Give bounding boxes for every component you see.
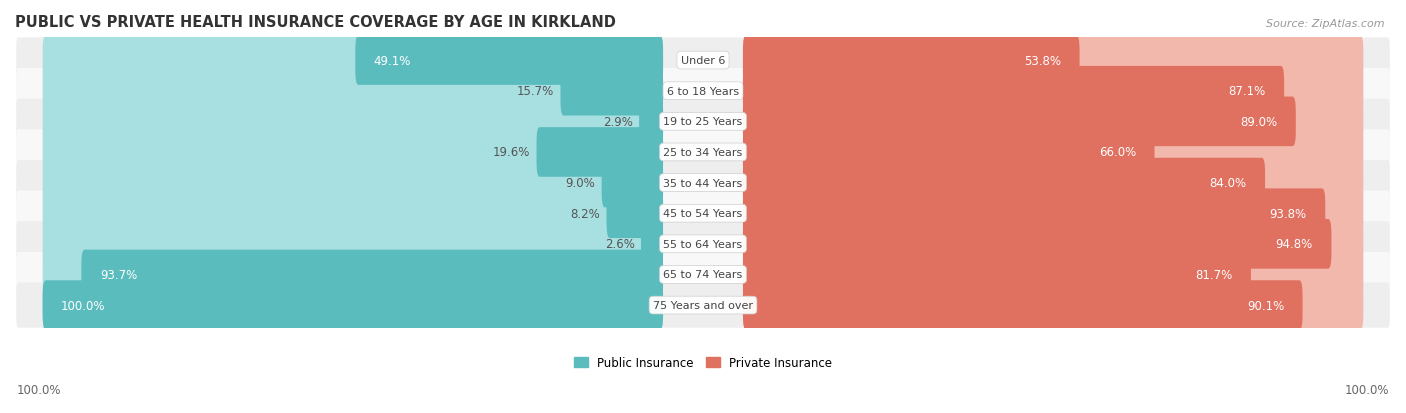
- FancyBboxPatch shape: [356, 36, 664, 85]
- Text: 100.0%: 100.0%: [1344, 384, 1389, 396]
- FancyBboxPatch shape: [42, 219, 664, 269]
- FancyBboxPatch shape: [742, 159, 1265, 208]
- Text: Source: ZipAtlas.com: Source: ZipAtlas.com: [1267, 19, 1385, 28]
- FancyBboxPatch shape: [742, 250, 1364, 299]
- FancyBboxPatch shape: [17, 222, 1389, 267]
- FancyBboxPatch shape: [17, 191, 1389, 236]
- FancyBboxPatch shape: [606, 189, 664, 238]
- FancyBboxPatch shape: [742, 189, 1326, 238]
- Text: 8.2%: 8.2%: [571, 207, 600, 220]
- Text: PUBLIC VS PRIVATE HEALTH INSURANCE COVERAGE BY AGE IN KIRKLAND: PUBLIC VS PRIVATE HEALTH INSURANCE COVER…: [15, 15, 616, 30]
- Text: 100.0%: 100.0%: [17, 384, 62, 396]
- FancyBboxPatch shape: [42, 280, 664, 330]
- Text: 2.9%: 2.9%: [603, 116, 633, 128]
- FancyBboxPatch shape: [742, 36, 1080, 85]
- FancyBboxPatch shape: [42, 189, 664, 238]
- FancyBboxPatch shape: [742, 128, 1364, 177]
- FancyBboxPatch shape: [742, 159, 1364, 208]
- FancyBboxPatch shape: [17, 252, 1389, 297]
- Text: 93.7%: 93.7%: [100, 268, 136, 281]
- FancyBboxPatch shape: [742, 189, 1364, 238]
- FancyBboxPatch shape: [742, 280, 1302, 330]
- FancyBboxPatch shape: [17, 69, 1389, 114]
- Text: 93.8%: 93.8%: [1270, 207, 1306, 220]
- FancyBboxPatch shape: [17, 161, 1389, 206]
- FancyBboxPatch shape: [742, 280, 1364, 330]
- FancyBboxPatch shape: [42, 67, 664, 116]
- Text: 6 to 18 Years: 6 to 18 Years: [666, 86, 740, 97]
- FancyBboxPatch shape: [641, 219, 664, 269]
- Text: 66.0%: 66.0%: [1099, 146, 1136, 159]
- Text: 53.8%: 53.8%: [1024, 55, 1062, 67]
- FancyBboxPatch shape: [42, 36, 664, 85]
- FancyBboxPatch shape: [42, 97, 664, 147]
- FancyBboxPatch shape: [602, 159, 664, 208]
- FancyBboxPatch shape: [561, 67, 664, 116]
- FancyBboxPatch shape: [82, 250, 664, 299]
- FancyBboxPatch shape: [742, 67, 1284, 116]
- Text: 19 to 25 Years: 19 to 25 Years: [664, 117, 742, 127]
- Text: 65 to 74 Years: 65 to 74 Years: [664, 270, 742, 280]
- Text: 45 to 54 Years: 45 to 54 Years: [664, 209, 742, 218]
- Text: 15.7%: 15.7%: [517, 85, 554, 98]
- Text: 49.1%: 49.1%: [374, 55, 411, 67]
- Text: 25 to 34 Years: 25 to 34 Years: [664, 147, 742, 158]
- FancyBboxPatch shape: [42, 280, 664, 330]
- FancyBboxPatch shape: [742, 97, 1296, 147]
- FancyBboxPatch shape: [640, 97, 664, 147]
- Text: 87.1%: 87.1%: [1229, 85, 1265, 98]
- Text: 94.8%: 94.8%: [1275, 238, 1313, 251]
- FancyBboxPatch shape: [537, 128, 664, 177]
- FancyBboxPatch shape: [742, 36, 1364, 85]
- Text: 90.1%: 90.1%: [1247, 299, 1284, 312]
- Text: 89.0%: 89.0%: [1240, 116, 1278, 128]
- FancyBboxPatch shape: [742, 250, 1251, 299]
- FancyBboxPatch shape: [17, 38, 1389, 83]
- FancyBboxPatch shape: [742, 219, 1364, 269]
- Text: 75 Years and over: 75 Years and over: [652, 300, 754, 310]
- Legend: Public Insurance, Private Insurance: Public Insurance, Private Insurance: [574, 356, 832, 369]
- Text: 2.6%: 2.6%: [605, 238, 636, 251]
- FancyBboxPatch shape: [17, 130, 1389, 175]
- FancyBboxPatch shape: [742, 219, 1331, 269]
- FancyBboxPatch shape: [742, 97, 1364, 147]
- Text: 100.0%: 100.0%: [60, 299, 105, 312]
- FancyBboxPatch shape: [42, 159, 664, 208]
- FancyBboxPatch shape: [42, 250, 664, 299]
- Text: 84.0%: 84.0%: [1209, 177, 1247, 190]
- FancyBboxPatch shape: [17, 100, 1389, 145]
- FancyBboxPatch shape: [17, 283, 1389, 328]
- Text: 9.0%: 9.0%: [565, 177, 596, 190]
- FancyBboxPatch shape: [742, 128, 1154, 177]
- Text: Under 6: Under 6: [681, 56, 725, 66]
- FancyBboxPatch shape: [42, 128, 664, 177]
- Text: 55 to 64 Years: 55 to 64 Years: [664, 239, 742, 249]
- Text: 35 to 44 Years: 35 to 44 Years: [664, 178, 742, 188]
- Text: 19.6%: 19.6%: [494, 146, 530, 159]
- Text: 81.7%: 81.7%: [1195, 268, 1233, 281]
- FancyBboxPatch shape: [742, 67, 1364, 116]
